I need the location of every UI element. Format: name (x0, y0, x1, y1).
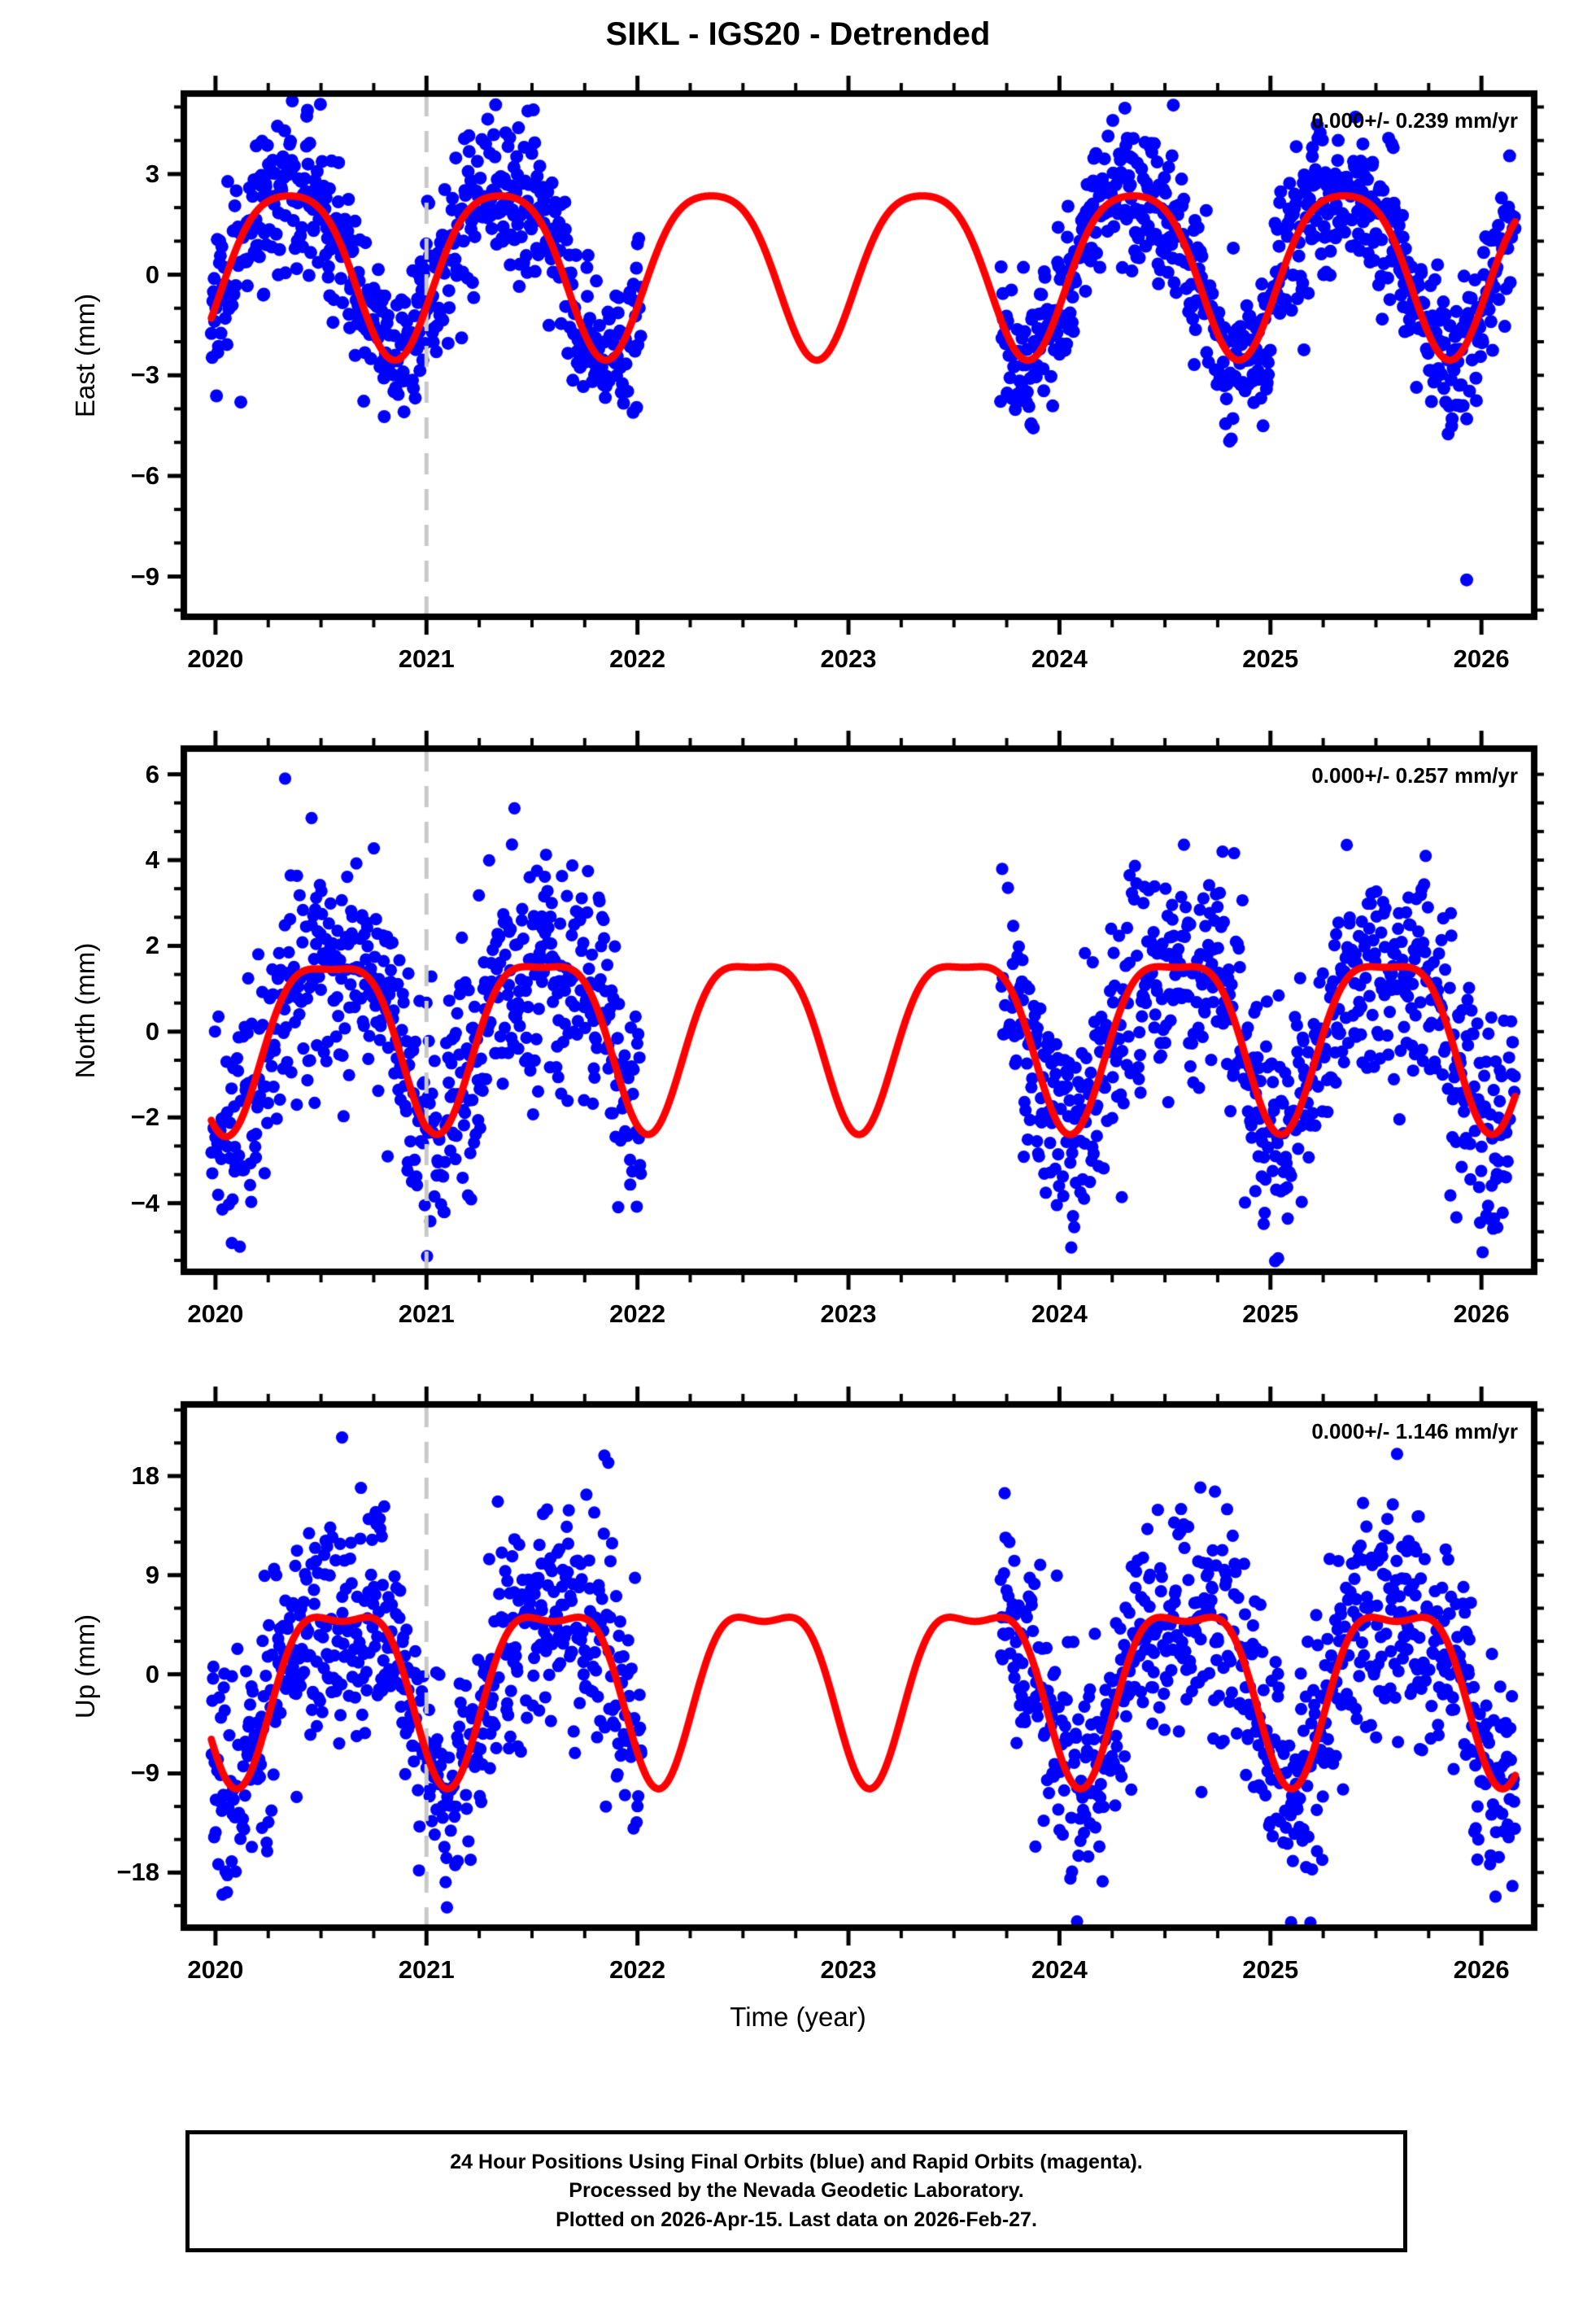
x-tick-label-up-0: 2020 (187, 1955, 244, 1984)
caption-line-2: Processed by the Nevada Geodetic Laborat… (569, 2179, 1024, 2203)
x-tick-label-east-5: 2025 (1242, 644, 1299, 673)
y-tick-label-north-0: 6 (145, 759, 159, 788)
y-tick-label-east-3: −6 (130, 461, 159, 490)
y-tick-label-up-2: 0 (145, 1659, 159, 1688)
y-tick-label-up-1: 9 (145, 1560, 159, 1589)
y-tick-label-north-1: 4 (145, 845, 159, 875)
y-tick-label-up-4: −18 (116, 1858, 159, 1887)
x-tick-label-east-1: 2021 (398, 644, 455, 673)
x-tick-label-north-5: 2025 (1242, 1299, 1299, 1328)
rate-annotation-east: 0.000+/- 0.239 mm/yr (1311, 108, 1518, 133)
rate-annotation-north: 0.000+/- 0.257 mm/yr (1311, 763, 1518, 788)
y-tick-label-north-5: −4 (130, 1188, 159, 1217)
y-tick-label-north-4: −2 (130, 1103, 159, 1132)
x-tick-label-north-1: 2021 (398, 1299, 455, 1328)
x-tick-label-north-0: 2020 (187, 1299, 244, 1328)
caption-line-3: Plotted on 2026-Apr-15. Last data on 202… (556, 2208, 1037, 2231)
y-tick-label-north-2: 2 (145, 931, 159, 960)
x-axis-label: Time (year) (730, 2002, 866, 2032)
x-tick-label-up-2: 2022 (609, 1955, 666, 1984)
x-tick-label-east-0: 2020 (187, 644, 244, 673)
y-tick-label-east-0: 3 (145, 159, 159, 188)
y-axis-label-east: East (mm) (70, 293, 100, 417)
x-tick-label-up-6: 2026 (1453, 1955, 1510, 1984)
y-tick-label-north-3: 0 (145, 1016, 159, 1046)
x-tick-label-up-3: 2023 (820, 1955, 877, 1984)
rate-annotation-up: 0.000+/- 1.146 mm/yr (1311, 1419, 1518, 1443)
x-tick-label-east-2: 2022 (609, 644, 666, 673)
caption-line-1: 24 Hour Positions Using Final Orbits (bl… (450, 2150, 1143, 2173)
x-tick-label-north-2: 2022 (609, 1299, 666, 1328)
page-title: SIKL - IGS20 - Detrended (605, 16, 991, 52)
x-tick-label-east-6: 2026 (1453, 644, 1510, 673)
x-tick-label-east-3: 2023 (820, 644, 877, 673)
y-tick-label-east-2: −3 (130, 360, 159, 390)
y-tick-label-up-0: 18 (131, 1461, 159, 1490)
x-tick-label-up-4: 2024 (1031, 1955, 1088, 1984)
x-tick-label-north-6: 2026 (1453, 1299, 1510, 1328)
x-tick-label-up-1: 2021 (398, 1955, 455, 1984)
caption-box: 24 Hour Positions Using Final Orbits (bl… (185, 2130, 1407, 2252)
x-tick-label-north-3: 2023 (820, 1299, 877, 1328)
y-tick-label-east-1: 0 (145, 260, 159, 289)
x-tick-label-up-5: 2025 (1242, 1955, 1299, 1984)
x-tick-label-north-4: 2024 (1031, 1299, 1088, 1328)
y-tick-label-east-4: −9 (130, 561, 159, 591)
x-tick-label-east-4: 2024 (1031, 644, 1088, 673)
y-tick-label-up-3: −9 (130, 1758, 159, 1788)
